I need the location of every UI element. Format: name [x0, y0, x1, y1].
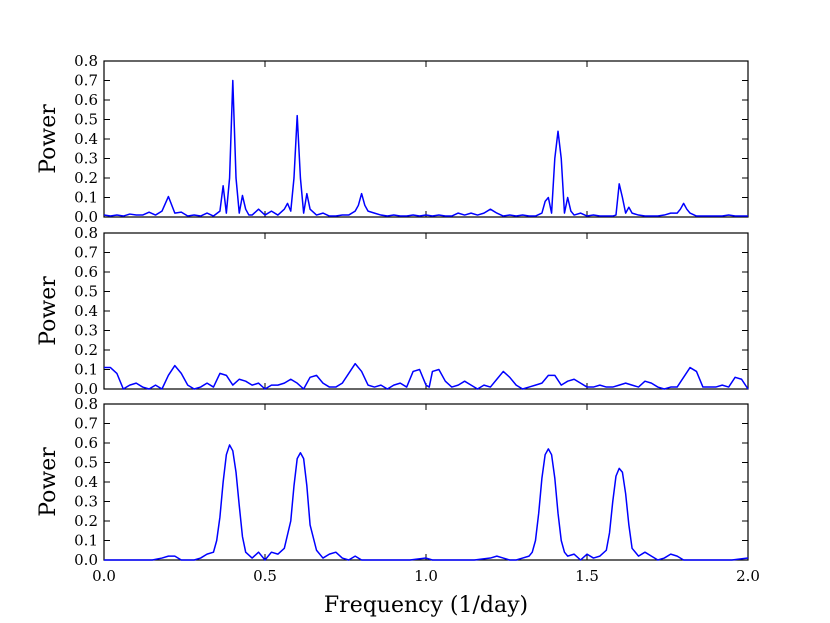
y-tick-label-middle-3: 0.3 — [74, 322, 98, 340]
x-tick-label-2: 1.0 — [414, 567, 438, 585]
y-tick-label-middle-5: 0.5 — [74, 283, 98, 301]
y-ticks-bottom — [104, 403, 748, 561]
x-tick-label-4: 2.0 — [736, 567, 760, 585]
y-tick-label-middle-4: 0.4 — [74, 302, 98, 320]
y-tick-label-middle-2: 0.2 — [74, 341, 98, 359]
power-line-middle — [104, 362, 749, 390]
y-tick-label-bottom-4: 0.4 — [74, 473, 98, 491]
x-tick-label-3: 1.5 — [575, 567, 599, 585]
y-tick-label-top-7: 0.7 — [74, 72, 98, 90]
y-tick-label-bottom-8: 0.8 — [74, 395, 98, 413]
y-tick-label-top-0: 0.0 — [74, 208, 98, 226]
y-tick-label-middle-8: 0.8 — [74, 224, 98, 242]
axes-frame-bottom — [103, 403, 749, 561]
y-axis-label-top: Power — [36, 104, 61, 174]
y-tick-label-bottom-7: 0.7 — [74, 415, 98, 433]
y-ticks-top — [103, 60, 749, 218]
y-tick-label-top-2: 0.2 — [74, 169, 98, 187]
y-tick-label-bottom-1: 0.1 — [74, 532, 98, 550]
y-tick-labels-top: 0.00.1 0.20.3 0.40.5 0.60.7 0.8 — [74, 52, 98, 226]
y-tick-label-middle-6: 0.6 — [74, 263, 98, 281]
y-tick-label-middle-7: 0.7 — [74, 244, 98, 262]
y-tick-label-top-1: 0.1 — [74, 189, 98, 207]
y-axis-label-middle: Power — [36, 276, 61, 346]
panel-middle: 0.00.1 0.20.3 0.40.5 0.60.7 0.8 Power — [36, 224, 749, 398]
y-tick-labels-bottom: 0.00.1 0.20.3 0.40.5 0.60.7 0.8 — [74, 395, 98, 569]
y-tick-label-top-3: 0.3 — [74, 150, 98, 168]
panel-bottom: 0.00.10.20.30.40.50.60.70.8 Power 0.0 0.5… — [36, 395, 760, 618]
y-tick-label-top-4: 0.4 — [74, 130, 98, 148]
x-tick-label-1: 0.5 — [253, 567, 277, 585]
series-line-top — [103, 79, 748, 217]
y-tick-label-bottom-2: 0.2 — [74, 512, 98, 530]
power-line-bottom — [104, 444, 749, 561]
y-tick-label-bottom-0: 0.0 — [74, 551, 98, 569]
y-tick-label-top-5: 0.5 — [74, 111, 98, 129]
y-ticks-middle — [103, 232, 749, 390]
axes-frame-middle — [103, 232, 749, 390]
y-tick-label-bottom-5: 0.5 — [74, 454, 98, 472]
series-line-middle — [104, 362, 749, 390]
y-tick-label-top-8: 0.8 — [74, 52, 98, 70]
x-tick-label-0: 0.0 — [92, 567, 116, 585]
y-tick-label-bottom-6: 0.6 — [74, 434, 98, 452]
axes-frame-top — [103, 60, 749, 218]
x-axis-label: Frequency (1/day) — [324, 593, 528, 618]
y-tick-label-top-6: 0.6 — [74, 91, 98, 109]
y-tick-label-bottom-3: 0.3 — [74, 493, 98, 511]
power-line-top — [103, 79, 748, 217]
y-tick-label-middle-1: 0.1 — [74, 361, 98, 379]
y-axis-label-bottom: Power — [36, 447, 61, 517]
y-tick-label-middle-0: 0.0 — [74, 380, 98, 398]
x-tick-labels-bottom: 0.0 0.5 1.0 1.5 2.0 — [92, 567, 760, 585]
panel-top: 0.00.1 0.20.3 0.40.5 0.60.7 0.8 Power — [36, 52, 749, 226]
y-tick-labels-middle: 0.00.1 0.20.3 0.40.5 0.60.7 0.8 — [74, 224, 98, 398]
x-ticks-bottom — [103, 404, 749, 560]
series-line-bottom — [104, 444, 749, 561]
